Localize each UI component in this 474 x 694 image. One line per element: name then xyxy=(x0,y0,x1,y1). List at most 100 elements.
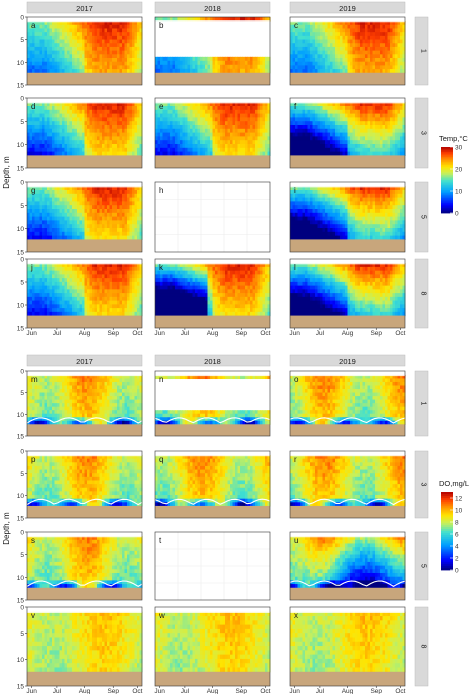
heatmap-cell xyxy=(62,46,65,52)
heatmap-cell xyxy=(305,132,308,137)
heatmap-cell xyxy=(87,125,90,130)
heatmap-cell xyxy=(54,57,58,63)
heatmap-cell xyxy=(402,32,406,37)
heatmap-cell xyxy=(104,43,108,48)
heatmap-cell xyxy=(57,106,60,111)
heatmap-cell xyxy=(49,296,53,302)
heatmap-cell xyxy=(134,136,138,141)
heatmap-cell xyxy=(27,43,30,48)
heatmap-cell xyxy=(237,68,241,74)
heatmap-cell xyxy=(390,39,393,44)
heatmap-cell xyxy=(302,193,306,199)
heatmap-cell xyxy=(37,205,40,210)
heatmap-cell xyxy=(375,109,378,115)
heatmap-cell xyxy=(235,113,238,118)
heatmap-cell xyxy=(395,43,398,48)
heatmap-cell xyxy=(132,128,135,134)
heatmap-cell xyxy=(160,140,163,145)
heatmap-cell xyxy=(107,32,110,37)
heatmap-cell xyxy=(27,197,30,202)
heatmap-cell xyxy=(337,46,341,52)
heatmap-cell xyxy=(49,274,53,279)
heatmap-cell xyxy=(82,28,85,33)
heatmap-cell xyxy=(72,69,75,74)
heatmap-cell xyxy=(212,106,216,111)
heatmap-cell xyxy=(327,220,331,225)
heatmap-cell xyxy=(195,147,198,153)
heatmap-cell xyxy=(400,216,403,221)
heatmap-cell xyxy=(132,197,135,202)
heatmap-cell xyxy=(157,121,161,126)
heatmap-cell xyxy=(360,132,363,137)
heatmap-cell xyxy=(335,132,338,137)
heatmap-cell xyxy=(342,46,346,52)
heatmap-cell xyxy=(300,39,303,44)
heatmap-cell xyxy=(387,35,391,41)
heatmap-cell xyxy=(315,128,318,134)
heatmap-cell xyxy=(112,24,115,30)
heatmap-cell xyxy=(300,43,303,48)
heatmap-cell xyxy=(102,132,105,137)
heatmap-cell xyxy=(32,57,35,63)
heatmap-cell xyxy=(357,109,361,115)
heatmap-cell xyxy=(400,50,403,55)
heatmap-cell xyxy=(347,113,351,118)
heatmap-cell xyxy=(74,235,78,240)
heatmap-cell xyxy=(67,50,70,55)
heatmap-cell xyxy=(182,106,186,111)
heatmap-cell xyxy=(69,231,73,237)
heatmap-cell xyxy=(227,128,231,134)
heatmap-cell xyxy=(310,212,313,218)
heatmap-cell xyxy=(37,50,40,55)
heatmap-cell xyxy=(42,132,45,137)
heatmap-cell xyxy=(387,132,391,137)
heatmap-cell xyxy=(320,43,323,48)
heatmap-cell xyxy=(332,190,336,195)
heatmap-cell xyxy=(59,193,63,199)
heatmap-cell xyxy=(27,106,30,111)
heatmap-cell xyxy=(352,28,356,33)
heatmap-cell xyxy=(127,121,130,126)
heatmap-cell xyxy=(255,144,258,149)
heatmap-cell xyxy=(397,43,401,48)
heatmap-cell xyxy=(180,102,183,107)
panel-border xyxy=(289,16,406,86)
heatmap-cell xyxy=(137,43,140,48)
heatmap-cell xyxy=(307,32,311,37)
heatmap-cell xyxy=(99,193,103,199)
heatmap-cell xyxy=(310,201,313,206)
heatmap-cell xyxy=(195,56,198,62)
heatmap-cell xyxy=(69,235,73,240)
heatmap-cell xyxy=(337,128,341,134)
heatmap-cell xyxy=(357,57,361,63)
heatmap-cell xyxy=(262,60,266,66)
heatmap-cell xyxy=(265,132,268,137)
heatmap-cell xyxy=(375,190,378,195)
heatmap-cell xyxy=(215,56,218,62)
heatmap-cell xyxy=(72,205,75,210)
heatmap-cell xyxy=(104,228,108,233)
heatmap-cell xyxy=(310,235,313,240)
heatmap-cell xyxy=(112,54,115,59)
heatmap-cell xyxy=(94,32,98,37)
heatmap-cell xyxy=(97,186,100,191)
heatmap-cell xyxy=(290,69,293,74)
heatmap-cell xyxy=(112,28,115,33)
heatmap-cell xyxy=(87,46,90,52)
heatmap-cell xyxy=(84,197,88,202)
heatmap-cell xyxy=(222,147,226,153)
heatmap-cell xyxy=(47,201,50,206)
heatmap-cell xyxy=(305,151,308,156)
heatmap-cell xyxy=(34,117,38,122)
heatmap-cell xyxy=(360,39,363,44)
heatmap-cell xyxy=(47,147,50,153)
heatmap-cell xyxy=(34,32,38,37)
heatmap-cell xyxy=(195,128,198,134)
heatmap-cell xyxy=(380,106,383,111)
heatmap-cell xyxy=(380,39,383,44)
heatmap-cell xyxy=(127,102,130,107)
heatmap-cell xyxy=(57,69,60,74)
heatmap-cell xyxy=(320,21,323,26)
heatmap-cell xyxy=(47,228,50,233)
heatmap-cell xyxy=(72,147,75,153)
